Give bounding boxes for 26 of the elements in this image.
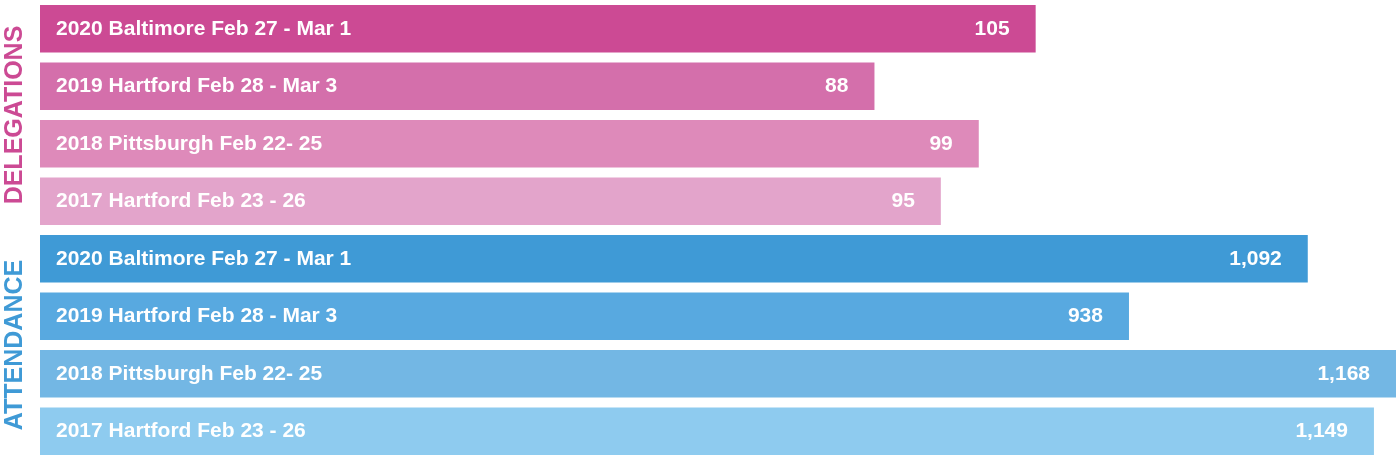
y-axis-title: ATTENDANCE: [0, 259, 27, 431]
data-label: 99: [929, 130, 953, 154]
y-tick-label: 2019 Hartford Feb 28 - Mar 3: [56, 303, 338, 327]
data-label: 938: [1067, 303, 1104, 327]
y-tick-label: 2017 Hartford Feb 23 - 26: [56, 418, 306, 442]
y-tick-label: 2020 Baltimore Feb 27 - Mar 1: [56, 245, 352, 269]
bar: [40, 4, 1036, 53]
data-label: 1,168: [1317, 360, 1371, 384]
data-label: 1,092: [1229, 245, 1282, 269]
y-tick-label: 2017 Hartford Feb 23 - 26: [56, 188, 306, 212]
y-tick-label: 2018 Pittsburgh Feb 22- 25: [56, 360, 323, 384]
data-label: 105: [974, 15, 1010, 39]
y-tick-label: 2019 Hartford Feb 28 - Mar 3: [56, 73, 338, 97]
y-tick-label: 2020 Baltimore Feb 27 - Mar 1: [56, 15, 352, 39]
bar: [40, 234, 1308, 283]
bar: [40, 62, 875, 111]
y-tick-label: 2018 Pittsburgh Feb 22- 25: [56, 130, 323, 154]
data-label: 1,149: [1295, 418, 1348, 442]
data-label: 88: [825, 73, 849, 97]
data-label: 95: [891, 188, 916, 212]
bar: [40, 349, 1396, 398]
bar: [40, 119, 979, 168]
bar: [40, 177, 941, 226]
bar: [40, 407, 1374, 456]
bar: [40, 292, 1129, 341]
y-axis-title: DELEGATIONS: [0, 25, 27, 205]
